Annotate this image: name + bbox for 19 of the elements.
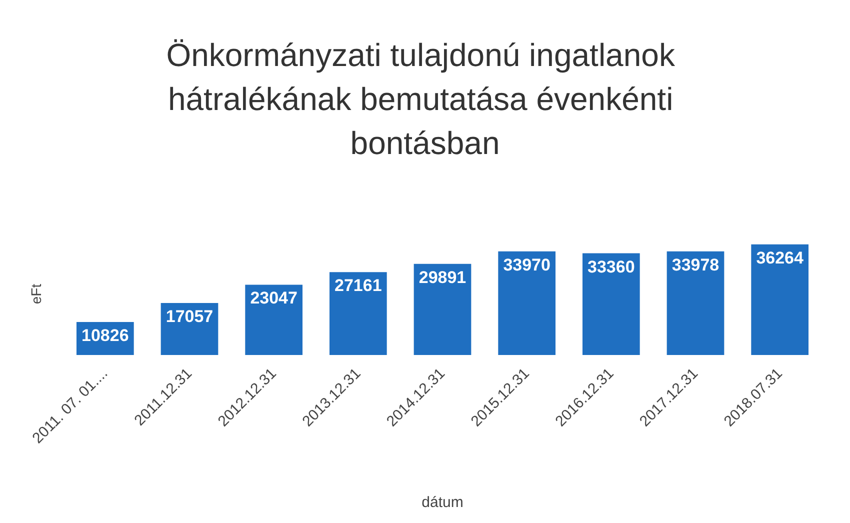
data-label: 29891 [418,268,466,287]
data-label: 27161 [334,276,382,296]
x-axis-title: dátum [422,494,464,511]
bar [414,264,472,355]
y-axis-title: eFt [28,284,44,304]
bar [245,284,303,355]
data-label: 33970 [503,255,550,274]
bar [498,251,556,355]
data-label: 33978 [672,255,720,274]
data-label: 23047 [250,288,298,308]
chart-title: Önkormányzati tulajdonú ingatlanok hátralékának bemutatása évenkénti bontásban [166,37,684,161]
bar [666,251,724,355]
data-label: 10826 [82,326,129,345]
data-label: 33360 [588,257,635,276]
bar [329,272,387,355]
bar [751,244,809,355]
bar [582,253,640,355]
data-label: 17057 [166,306,214,326]
data-label: 36264 [756,248,804,268]
